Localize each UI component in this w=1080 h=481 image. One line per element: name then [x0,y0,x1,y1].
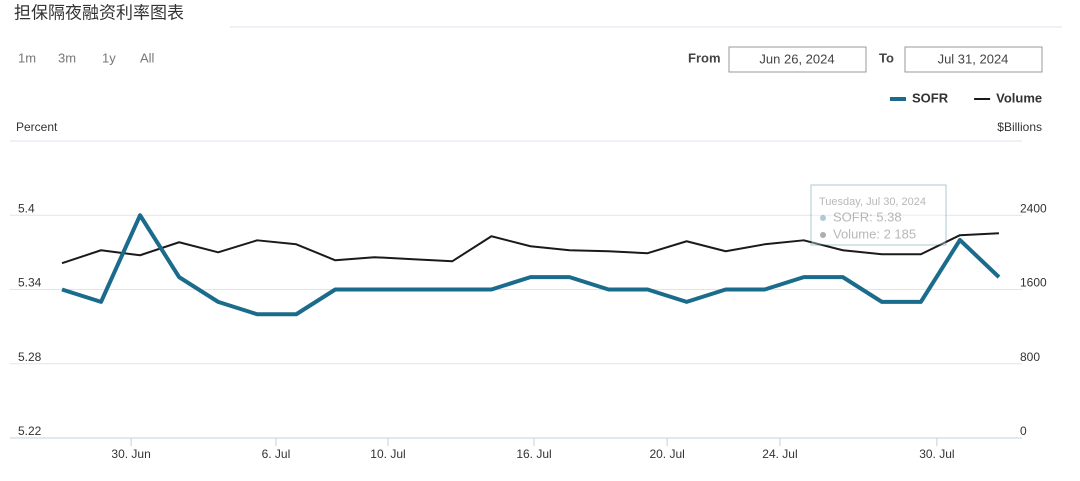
y2-tick-label: 2400 [1020,201,1047,215]
y-tick-label: 5.22 [18,424,42,438]
x-tick-label: 6. Jul [262,447,291,461]
from-value: Jun 26, 2024 [759,51,834,66]
x-tick-label: 16. Jul [516,447,551,461]
tooltip-bullet [820,215,826,221]
y2-axis-label: $Billions [997,120,1042,134]
from-label: From [688,50,721,65]
range-buttons: 1m 3m 1y All [18,50,155,65]
y-tick-label: 5.4 [18,201,35,215]
to-input[interactable] [904,46,1043,73]
series-line [61,232,1000,265]
tooltip-box [810,184,947,246]
page-title: 担保隔夜融资利率图表 [14,3,184,22]
tooltip-title: Tuesday, Jul 30, 2024 [819,196,926,208]
tooltip-line: SOFR: 5.38 [833,209,902,224]
x-tick-label: 24. Jul [762,447,797,461]
to-value: Jul 31, 2024 [938,51,1009,66]
to-label: To [879,50,894,65]
y-tick-label: 5.34 [18,276,42,290]
x-tick-label: 30. Jun [111,447,150,461]
y2-tick-label: 1600 [1020,276,1047,290]
x-tick-label: 20. Jul [649,447,684,461]
x-tick-label: 30. Jul [919,447,954,461]
range-button[interactable]: 1y [102,50,116,65]
tooltip-line: Volume: 2 185 [833,226,916,241]
from-input[interactable] [728,46,867,73]
y-tick-label: 5.28 [18,350,42,364]
legend-label: Volume [996,90,1042,105]
range-button[interactable]: All [140,50,155,65]
range-button[interactable]: 3m [58,50,76,65]
range-button[interactable]: 1m [18,50,36,65]
tooltip-bullet [820,232,826,238]
series-line [61,213,1001,317]
y-axis-label: Percent [16,120,58,134]
x-tick-label: 10. Jul [370,447,405,461]
y2-tick-label: 800 [1020,350,1040,364]
legend-label: SOFR [912,90,949,105]
y2-tick-label: 0 [1020,424,1027,438]
